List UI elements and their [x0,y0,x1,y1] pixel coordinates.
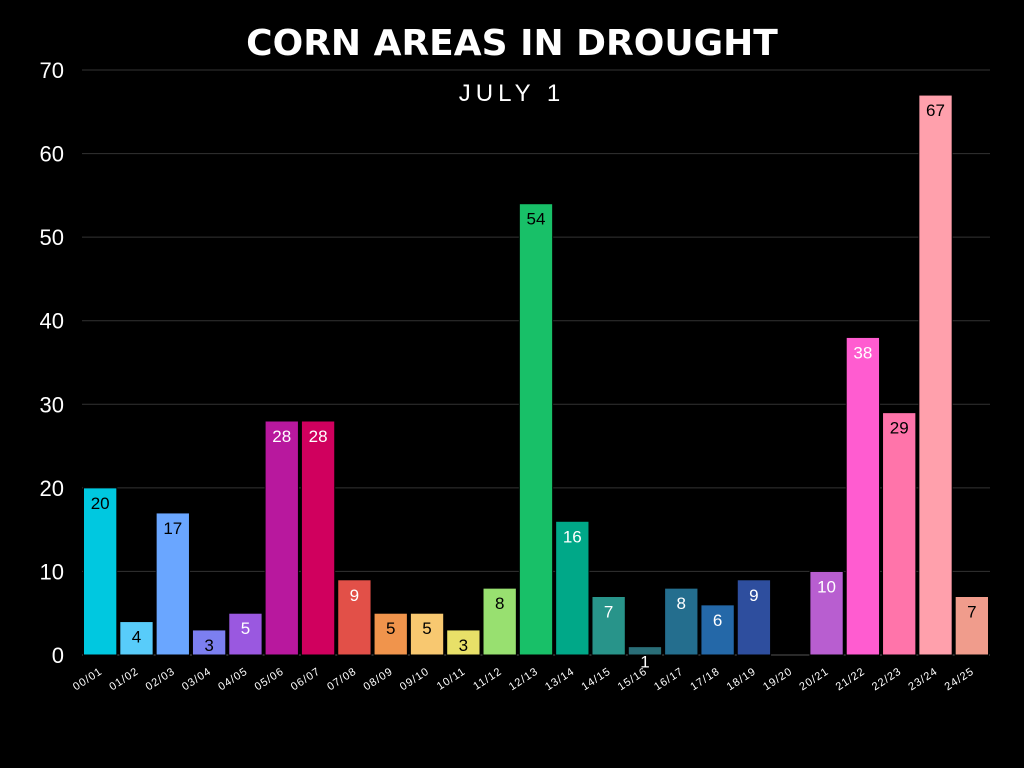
y-tick-label: 10 [40,559,64,584]
data-label: 9 [749,586,758,605]
data-label: 8 [495,594,504,613]
y-tick-label: 20 [40,476,64,501]
data-label: 5 [241,619,250,638]
y-tick-label: 30 [40,392,64,417]
bar-24-25 [954,596,989,656]
data-label: 17 [163,519,182,538]
bar-06-07 [300,420,336,656]
bar-04-05 [228,612,263,656]
data-label: 16 [563,527,582,546]
x-tick-label: 21/22 [834,665,868,693]
data-label: 10 [817,577,836,596]
data-label: 28 [309,427,328,446]
bar-07-08 [337,579,372,656]
data-label: 54 [527,210,546,229]
bar-14-15 [591,596,626,656]
x-axis: 00/01 01/02 02/03 03/04 04/05 05/06 06/07 07/08… [71,665,976,693]
x-tick-label: 11/12 [471,665,504,692]
data-label: 38 [853,343,872,362]
bar-21-22 [845,336,881,656]
data-label: 4 [132,628,141,647]
bar-10-11 [446,629,481,656]
y-tick-label: 50 [40,225,64,250]
bar-15-16 [627,646,663,656]
x-tick-label: 02/03 [144,665,178,693]
y-tick-label: 0 [52,643,64,668]
x-tick-label: 05/06 [253,665,287,693]
bar-05-06 [264,420,299,656]
bar-01-02 [119,621,154,656]
data-label: 6 [713,611,722,630]
x-tick-label: 13/14 [543,665,577,693]
bar-12-13 [518,203,554,656]
x-tick-label: 04/05 [216,665,250,693]
bar-20-21 [809,570,844,656]
x-tick-label: 14/15 [579,665,613,693]
bar-13-14 [555,520,590,656]
data-label: 20 [91,494,110,513]
x-tick-label: 03/04 [180,665,214,693]
x-tick-label: 19/20 [761,665,795,693]
data-label: 28 [272,427,291,446]
y-tick-label: 40 [40,309,64,334]
x-tick-label: 24/25 [943,665,977,693]
bar-02-03 [155,512,190,656]
data-label: 5 [422,619,431,638]
data-label: 29 [890,419,909,438]
y-tick-label: 70 [40,58,64,83]
bar-18-19 [736,579,772,656]
chart-title: CORN AREAS IN DROUGHT [246,23,778,64]
data-label: 7 [967,603,976,622]
data-label: 3 [204,636,213,655]
bar-03-04 [191,629,227,656]
x-tick-label: 23/24 [906,665,940,693]
data-label: 7 [604,603,613,622]
x-tick-label: 00/01 [71,665,105,693]
data-label: 8 [677,594,686,613]
x-tick-label: 01/02 [107,665,141,693]
x-tick-label: 06/07 [289,665,323,693]
x-tick-label: 18/19 [725,665,759,693]
x-tick-label: 22/23 [870,665,904,693]
x-tick-label: 09/10 [398,665,432,693]
bar-00-01 [83,487,118,656]
bar-16-17 [664,587,699,656]
x-tick-label: 08/09 [362,665,396,693]
data-label: 67 [926,101,945,120]
bar-22-23 [882,412,917,656]
bar-09-10 [409,612,445,656]
data-label: 3 [459,636,468,655]
x-tick-label: 07/08 [325,665,359,693]
x-tick-label: 15/16 [616,665,650,693]
x-tick-label: 12/13 [507,665,541,693]
bar-17-18 [700,604,735,656]
y-tick-label: 60 [40,142,64,167]
x-tick-label: 17/18 [688,665,722,693]
bar-23-24 [918,94,953,656]
data-label: 1 [640,653,649,672]
chart-subtitle: JULY 1 [459,80,566,107]
data-label: 5 [386,619,395,638]
x-tick-label: 20/21 [797,665,831,693]
bar-11-12 [482,587,517,656]
data-label: 9 [350,586,359,605]
x-tick-label: 16/17 [652,665,686,693]
bar-08-09 [373,612,408,656]
y-axis: 0 10 20 30 40 50 60 70 [40,58,64,668]
x-tick-label: 10/11 [435,665,468,692]
